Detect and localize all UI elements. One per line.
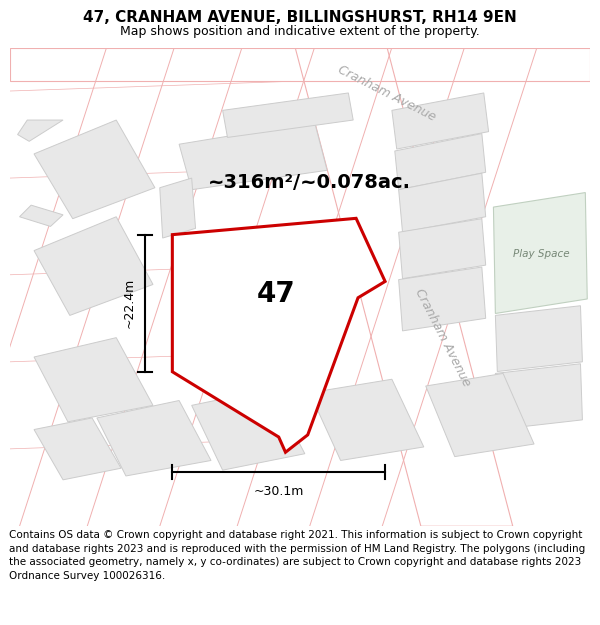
Text: 47, CRANHAM AVENUE, BILLINGSHURST, RH14 9EN: 47, CRANHAM AVENUE, BILLINGSHURST, RH14 … — [83, 11, 517, 26]
Polygon shape — [310, 379, 424, 461]
Polygon shape — [17, 120, 63, 141]
Text: Cranham Avenue: Cranham Avenue — [413, 286, 473, 389]
Text: Play Space: Play Space — [512, 249, 569, 259]
Polygon shape — [160, 178, 196, 238]
Polygon shape — [20, 205, 63, 226]
Polygon shape — [426, 373, 534, 457]
Polygon shape — [223, 93, 353, 138]
Polygon shape — [398, 219, 485, 279]
Polygon shape — [172, 218, 385, 452]
Text: ~316m²/~0.078ac.: ~316m²/~0.078ac. — [208, 173, 411, 192]
Polygon shape — [191, 389, 305, 470]
Text: ~22.4m: ~22.4m — [122, 278, 136, 328]
Polygon shape — [496, 306, 583, 371]
Polygon shape — [295, 48, 513, 526]
Polygon shape — [34, 217, 153, 316]
Polygon shape — [179, 122, 327, 189]
Text: 47: 47 — [256, 280, 295, 308]
Polygon shape — [34, 338, 153, 422]
Polygon shape — [392, 93, 488, 149]
Polygon shape — [34, 120, 155, 219]
Text: ~30.1m: ~30.1m — [254, 486, 304, 498]
Polygon shape — [10, 48, 590, 81]
Polygon shape — [398, 173, 485, 232]
Text: Map shows position and indicative extent of the property.: Map shows position and indicative extent… — [120, 25, 480, 38]
Polygon shape — [97, 401, 211, 476]
Polygon shape — [496, 364, 583, 429]
Polygon shape — [493, 192, 587, 314]
Polygon shape — [34, 418, 121, 480]
Polygon shape — [398, 267, 485, 331]
Text: Contains OS data © Crown copyright and database right 2021. This information is : Contains OS data © Crown copyright and d… — [9, 530, 585, 581]
Polygon shape — [395, 134, 485, 189]
Text: Cranham Avenue: Cranham Avenue — [336, 62, 438, 123]
